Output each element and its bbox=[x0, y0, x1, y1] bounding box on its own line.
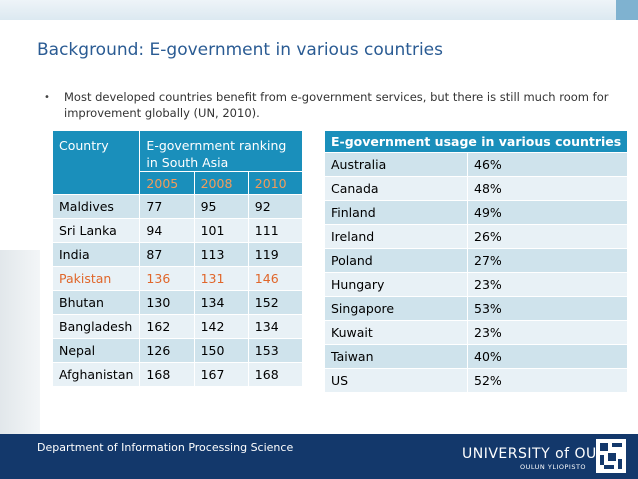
ranking-row: Bhutan 130 134 152 bbox=[53, 290, 302, 314]
ranking-country-cell: Afghanistan bbox=[53, 362, 140, 386]
ranking-value-cell: 168 bbox=[247, 362, 302, 386]
ranking-country-cell: Maldives bbox=[53, 194, 140, 218]
ranking-value-cell: 134 bbox=[193, 290, 248, 314]
year-2008: 2008 bbox=[193, 171, 248, 194]
usage-row: Singapore 53% bbox=[325, 296, 628, 320]
usage-country-cell: Ireland bbox=[325, 224, 467, 248]
ranking-value-cell: 87 bbox=[139, 242, 194, 266]
university-subname: OULUN YLIOPISTO bbox=[520, 463, 587, 471]
year-2005: 2005 bbox=[139, 171, 194, 194]
ranking-value-cell: 119 bbox=[247, 242, 302, 266]
ranking-country-cell: Bhutan bbox=[53, 290, 140, 314]
usage-row: US 52% bbox=[325, 368, 628, 392]
usage-percent-cell: 52% bbox=[467, 368, 628, 392]
ranking-country-cell: Pakistan bbox=[53, 266, 140, 290]
ranking-value-cell: 146 bbox=[247, 266, 302, 290]
usage-row: Canada 48% bbox=[325, 176, 628, 200]
ranking-value-cell: 134 bbox=[247, 314, 302, 338]
ranking-row: Bangladesh 162 142 134 bbox=[53, 314, 302, 338]
usage-row: Ireland 26% bbox=[325, 224, 628, 248]
ranking-value-cell: 77 bbox=[139, 194, 194, 218]
usage-percent-cell: 26% bbox=[467, 224, 628, 248]
ranking-country-cell: India bbox=[53, 242, 140, 266]
usage-country-cell: Singapore bbox=[325, 296, 467, 320]
ranking-country-cell: Sri Lanka bbox=[53, 218, 140, 242]
ranking-value-cell: 150 bbox=[193, 338, 248, 362]
background-building-photo bbox=[0, 250, 40, 434]
top-accent-block bbox=[616, 0, 638, 20]
ranking-value-cell: 92 bbox=[247, 194, 302, 218]
ranking-value-cell: 168 bbox=[139, 362, 194, 386]
department-label: Department of Information Processing Sci… bbox=[37, 441, 294, 454]
usage-country-cell: US bbox=[325, 368, 467, 392]
bullet-icon: • bbox=[44, 92, 50, 103]
usage-table: E-government usage in various countries … bbox=[325, 131, 628, 392]
ranking-value-cell: 130 bbox=[139, 290, 194, 314]
ranking-country-cell: Nepal bbox=[53, 338, 140, 362]
ranking-value-cell: 167 bbox=[193, 362, 248, 386]
ranking-row: Maldives 77 95 92 bbox=[53, 194, 302, 218]
ranking-row: India 87 113 119 bbox=[53, 242, 302, 266]
ranking-value-cell: 126 bbox=[139, 338, 194, 362]
ranking-header-country: Country bbox=[53, 131, 140, 194]
ranking-value-cell: 94 bbox=[139, 218, 194, 242]
ranking-row: Nepal 126 150 153 bbox=[53, 338, 302, 362]
ranking-value-cell: 153 bbox=[247, 338, 302, 362]
ranking-row: Sri Lanka 94 101 111 bbox=[53, 218, 302, 242]
usage-row: Taiwan 40% bbox=[325, 344, 628, 368]
usage-row: Poland 27% bbox=[325, 248, 628, 272]
usage-row: Hungary 23% bbox=[325, 272, 628, 296]
ranking-value-cell: 101 bbox=[193, 218, 248, 242]
university-logo-icon bbox=[596, 439, 626, 473]
usage-percent-cell: 23% bbox=[467, 320, 628, 344]
ranking-value-cell: 136 bbox=[139, 266, 194, 290]
usage-percent-cell: 48% bbox=[467, 176, 628, 200]
usage-percent-cell: 40% bbox=[467, 344, 628, 368]
usage-row: Finland 49% bbox=[325, 200, 628, 224]
usage-percent-cell: 53% bbox=[467, 296, 628, 320]
usage-percent-cell: 27% bbox=[467, 248, 628, 272]
slide-title: Background: E-government in various coun… bbox=[37, 40, 443, 60]
usage-country-cell: Kuwait bbox=[325, 320, 467, 344]
university-name: UNIVERSITY of OULU bbox=[462, 446, 616, 462]
usage-row: Australia 46% bbox=[325, 152, 628, 176]
year-2010: 2010 bbox=[247, 171, 302, 194]
ranking-header-title: E-government ranking in South Asia bbox=[139, 131, 302, 171]
ranking-value-cell: 131 bbox=[193, 266, 248, 290]
usage-header: E-government usage in various countries bbox=[325, 131, 628, 152]
usage-country-cell: Poland bbox=[325, 248, 467, 272]
usage-percent-cell: 49% bbox=[467, 200, 628, 224]
ranking-value-cell: 152 bbox=[247, 290, 302, 314]
ranking-row: Pakistan 136 131 146 bbox=[53, 266, 302, 290]
top-banner bbox=[0, 0, 638, 20]
usage-country-cell: Hungary bbox=[325, 272, 467, 296]
usage-country-cell: Canada bbox=[325, 176, 467, 200]
bullet-text: Most developed countries benefit from e-… bbox=[64, 90, 609, 120]
usage-country-cell: Australia bbox=[325, 152, 467, 176]
usage-percent-cell: 46% bbox=[467, 152, 628, 176]
ranking-row: Afghanistan 168 167 168 bbox=[53, 362, 302, 386]
ranking-value-cell: 162 bbox=[139, 314, 194, 338]
usage-percent-cell: 23% bbox=[467, 272, 628, 296]
ranking-table: Country E-government ranking in South As… bbox=[53, 131, 302, 386]
ranking-value-cell: 95 bbox=[193, 194, 248, 218]
ranking-value-cell: 142 bbox=[193, 314, 248, 338]
usage-country-cell: Finland bbox=[325, 200, 467, 224]
footer-bar bbox=[0, 434, 638, 479]
ranking-country-cell: Bangladesh bbox=[53, 314, 140, 338]
usage-country-cell: Taiwan bbox=[325, 344, 467, 368]
ranking-value-cell: 113 bbox=[193, 242, 248, 266]
ranking-value-cell: 111 bbox=[247, 218, 302, 242]
usage-row: Kuwait 23% bbox=[325, 320, 628, 344]
